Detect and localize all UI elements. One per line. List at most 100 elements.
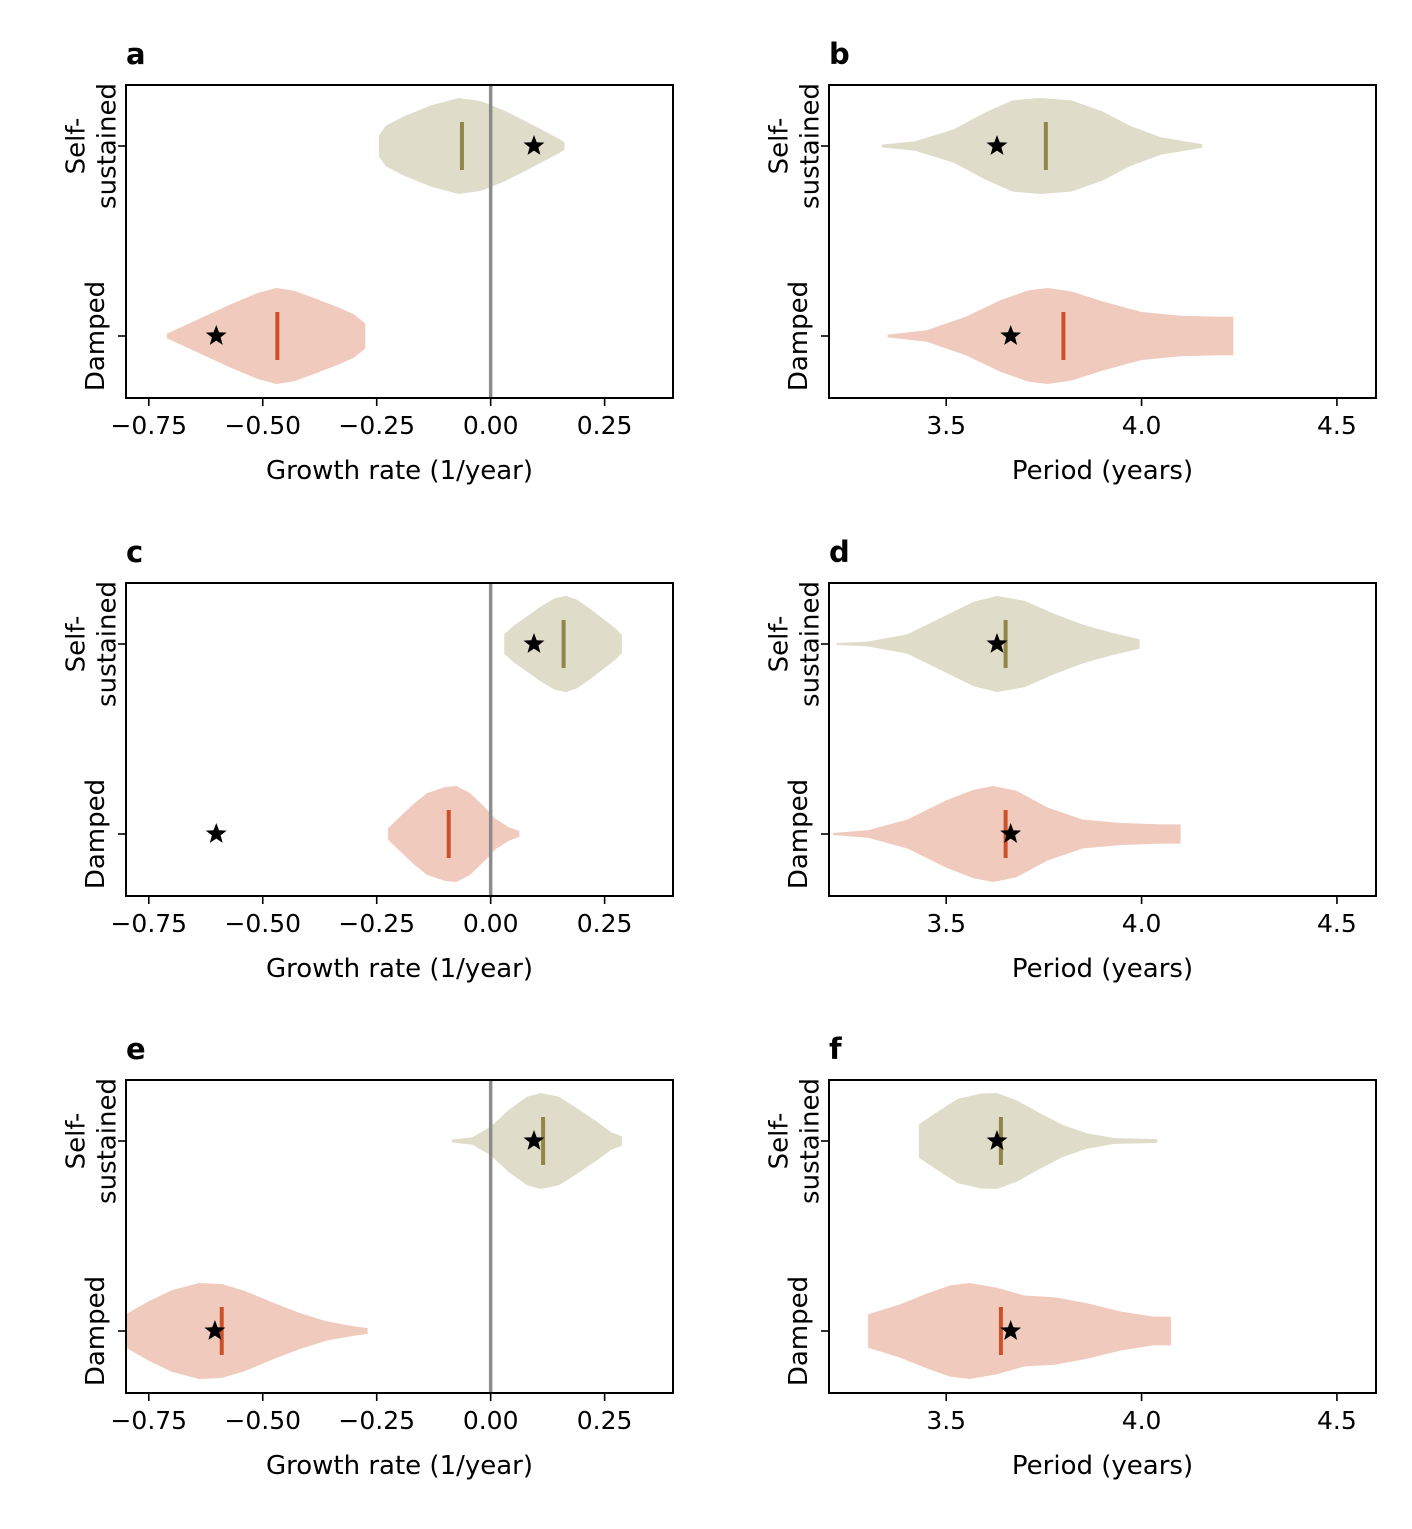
violin-self-sustained [836,596,1140,692]
y-category-label-line: sustained [796,581,826,707]
violin-damped [887,288,1234,384]
x-tick-label: 3.5 [926,411,966,440]
y-category-label: Damped [81,1276,111,1386]
star-marker-damped [204,1320,226,1340]
star-marker-self-sustained [523,1130,545,1150]
y-category-label: Damped [81,281,111,391]
plot-area [881,98,1234,384]
x-axis-label: Period (years) [1012,954,1193,984]
axes-frame [125,84,674,399]
x-tick-label: −0.50 [224,909,301,938]
x-tick-label: −0.50 [224,411,301,440]
y-category-label: Self-sustained [62,1078,123,1204]
x-tick-label: −0.75 [110,1406,187,1435]
y-category-label-line: Self- [62,616,92,673]
axes-frame [125,1079,674,1394]
panel-f: f 3.5 4.0 4.5 Period (years) Self-sustained Da… [765,1032,1377,1481]
star-marker-self-sustained [986,135,1008,155]
y-category-label-line: Damped [81,281,111,391]
axes-frame [125,582,674,897]
y-category-label: Damped [81,779,111,889]
x-axis-label: Period (years) [1012,1451,1193,1481]
panel-label: b [829,37,850,71]
y-category-label: Self-sustained [765,1078,826,1204]
x-tick-label: 0.00 [463,909,519,938]
x-axis-label: Growth rate (1/year) [266,456,533,486]
y-category-label-line: Damped [784,779,814,889]
panel-b: b 3.5 4.0 4.5 Period (years) Self-sustained Da… [765,37,1377,486]
y-category-label-line: Self- [765,616,795,673]
violin-self-sustained [379,98,565,194]
x-tick-label: 4.5 [1317,411,1357,440]
y-category-label-line: Self- [765,118,795,175]
y-category-label-line: Damped [81,779,111,889]
star-marker-damped [205,325,227,345]
x-tick-label: −0.75 [110,411,187,440]
y-category-label: Self-sustained [765,581,826,707]
x-tick-label: 0.25 [577,411,633,440]
star-marker-self-sustained [523,135,545,155]
x-tick-label: 0.25 [577,1406,633,1435]
plot-area [167,85,565,398]
x-tick-label: 3.5 [926,1406,966,1435]
x-tick-label: 3.5 [926,909,966,938]
panel-c: c −0.75 −0.50 −0.25 0.00 0.25 Growth rate (1/y… [62,535,674,984]
panel-label: f [829,1032,842,1066]
x-tick-label: −0.25 [338,1406,415,1435]
panel-a: a −0.75 −0.50 −0.25 0.00 0.25 Growth rate (1/y… [62,37,674,486]
panel-label: e [126,1032,146,1066]
x-tick-label: 0.00 [463,1406,519,1435]
star-marker-self-sustained [986,1130,1008,1150]
violin-damped [868,1283,1171,1379]
x-tick-label: 4.0 [1122,411,1162,440]
star-marker-damped [1000,325,1022,345]
y-category-label: Damped [784,281,814,391]
star-marker-self-sustained [986,633,1008,653]
y-category-label: Self-sustained [62,83,123,209]
x-axis-label: Period (years) [1012,456,1193,486]
panel-d: d 3.5 4.0 4.5 Period (years) Self-sustained Da… [765,535,1377,984]
y-category-label-line: sustained [93,83,123,209]
y-category-label-line: sustained [93,581,123,707]
y-category-label: Damped [784,1276,814,1386]
y-category-label-line: Damped [784,281,814,391]
axes-frame [828,84,1377,399]
x-axis-label: Growth rate (1/year) [266,954,533,984]
y-category-label-line: Self- [62,118,92,175]
y-category-label: Self-sustained [62,581,123,707]
x-tick-label: −0.75 [110,909,187,938]
violin-damped [388,786,520,882]
y-category-label: Damped [784,779,814,889]
violin-self-sustained [918,1093,1158,1189]
y-category-label: Self-sustained [765,83,826,209]
x-tick-label: 4.5 [1317,1406,1357,1435]
plot-area [126,1080,622,1393]
panel-label: d [829,535,850,569]
axes-frame [828,582,1377,897]
x-tick-label: 4.0 [1122,909,1162,938]
panel-label: c [126,535,143,569]
axes-frame [828,1079,1377,1394]
star-marker-damped [1000,1320,1022,1340]
y-category-label-line: sustained [93,1078,123,1204]
violin-self-sustained [881,98,1203,194]
plot-area [832,596,1181,882]
violin-damped [126,1283,368,1379]
x-tick-label: 0.25 [577,909,633,938]
violin-damped [167,288,366,384]
y-category-label-line: Damped [784,1276,814,1386]
x-tick-label: −0.25 [338,411,415,440]
y-category-label-line: sustained [796,83,826,209]
x-tick-label: −0.25 [338,909,415,938]
plot-area [868,1093,1171,1379]
x-axis-label: Growth rate (1/year) [266,1451,533,1481]
panel-label: a [126,37,146,71]
x-tick-label: −0.50 [224,1406,301,1435]
x-tick-label: 4.0 [1122,1406,1162,1435]
star-marker-self-sustained [523,633,545,653]
y-category-label-line: Self- [765,1113,795,1170]
plot-area [205,583,622,896]
y-category-label-line: Self- [62,1113,92,1170]
star-marker-damped [205,823,227,843]
panel-e: e −0.75 −0.50 −0.25 0.00 0.25 Growth rate (1/y… [62,1032,674,1481]
